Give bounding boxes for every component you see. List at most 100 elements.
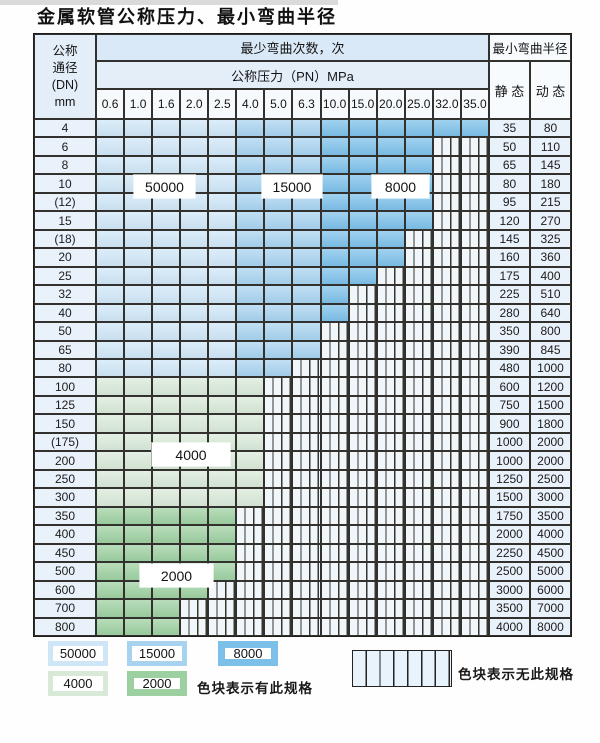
spec-cell [96,506,125,526]
no-spec-cell [404,359,433,378]
spec-cell [208,525,237,544]
spec-cell [376,119,405,138]
no-spec-cell [376,506,405,526]
no-spec-cell [348,599,377,618]
no-spec-cell [432,229,461,249]
spec-cell [208,395,237,415]
no-spec-cell [376,617,405,636]
spec-cell [96,119,125,138]
dynamic-value: 4000 [530,525,571,544]
no-spec-cell [264,617,293,636]
dn-cell: 6 [34,137,96,156]
no-spec-cell [264,599,293,618]
spec-cell [208,303,237,323]
no-spec-cell [432,562,461,581]
spec-cell [348,155,377,175]
spec-cell [124,359,153,378]
spec-cell [348,266,377,286]
spec-cell [96,266,125,286]
spec-cell [124,488,153,507]
no-spec-cell [432,285,461,304]
dn-cell: 40 [34,303,96,323]
no-spec-cell [376,266,405,286]
no-spec-cell [320,469,349,489]
no-spec-cell [320,488,349,507]
spec-cell [96,137,125,156]
spec-cell [180,285,209,304]
spec-cell [152,599,181,618]
static-value: 750 [489,395,530,415]
no-spec-cell [460,469,489,489]
spec-cell [124,432,153,452]
spec-cell [264,322,293,341]
spec-cell [208,488,237,507]
spec-cell [152,488,181,507]
pressure-col-header: 1.0 [124,89,153,119]
spec-cell [124,599,153,618]
dynamic-value: 1500 [530,395,571,415]
static-value: 175 [489,266,530,286]
dynamic-value: 3500 [530,506,571,526]
spec-cell [376,155,405,175]
dynamic-value: 2000 [530,451,571,470]
spec-cell [180,303,209,323]
spec-cell [124,617,153,636]
no-spec-cell [432,432,461,452]
no-spec-cell [264,488,293,507]
no-spec-cell [348,359,377,378]
no-spec-cell [376,414,405,433]
spec-cell [236,488,265,507]
no-spec-cell [376,525,405,544]
no-spec-cell [404,580,433,600]
no-spec-cell [376,285,405,304]
no-spec-cell [432,617,461,636]
spec-cell [264,266,293,286]
static-value: 280 [489,303,530,323]
spec-cell [152,525,181,544]
spec-cell [208,174,237,193]
spec-cell [96,617,125,636]
no-spec-cell [348,395,377,415]
no-spec-cell [404,303,433,323]
static-value: 3500 [489,599,530,618]
no-spec-cell [292,414,321,433]
spec-cell [124,525,153,544]
spec-cell [320,119,349,138]
spec-cell [180,322,209,341]
no-spec-cell [460,285,489,304]
spec-cell [96,174,125,193]
pressure-col-header: 35.0 [460,89,489,119]
dn-cell: 20 [34,248,96,267]
no-spec-cell [348,303,377,323]
scan-edge-artifact [0,0,338,5]
no-spec-cell [348,488,377,507]
spec-cell [96,248,125,267]
spec-cell [292,229,321,249]
no-spec-cell [404,562,433,581]
pressure-col-header: 10.0 [320,89,349,119]
dynamic-value: 110 [530,137,571,156]
spec-cell [236,248,265,267]
dynamic-value: 3000 [530,488,571,507]
no-spec-cell [460,266,489,286]
no-spec-cell [376,340,405,360]
static-value: 2500 [489,562,530,581]
spec-cell [236,359,265,378]
spec-cell [236,469,265,489]
spec-cell [292,119,321,138]
static-value: 225 [489,285,530,304]
spec-cell [124,377,153,396]
dn-cell: 4 [34,119,96,138]
no-spec-cell [376,395,405,415]
static-value: 65 [489,155,530,175]
dn-cell: 80 [34,359,96,378]
spec-cell [180,414,209,433]
legend-swatch-value: 50000 [53,646,103,661]
no-spec-cell [264,414,293,433]
spec-cell [208,211,237,230]
spec-cell [124,285,153,304]
no-spec-cell [348,469,377,489]
spec-cell [208,543,237,563]
dynamic-value: 80 [530,119,571,138]
spec-cell [180,266,209,286]
